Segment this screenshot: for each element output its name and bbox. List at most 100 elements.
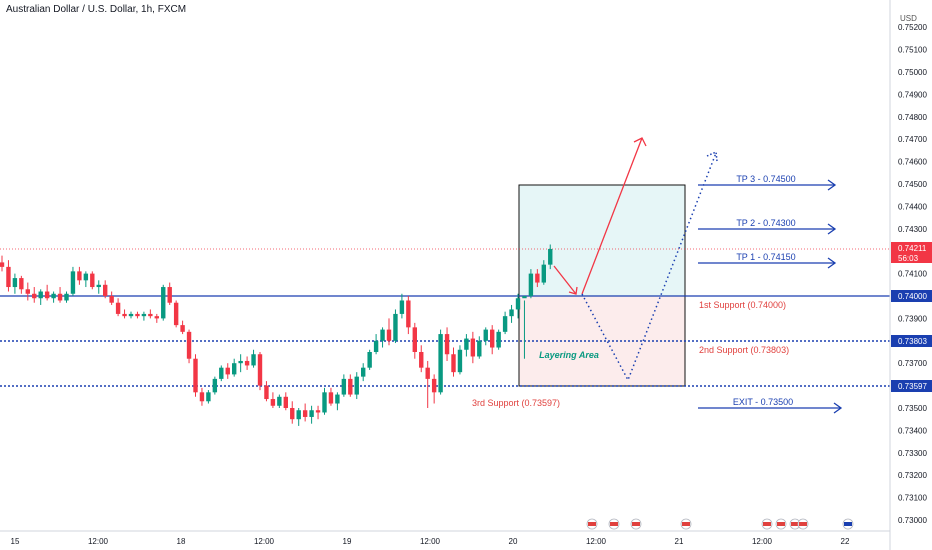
- candle[interactable]: [412, 322, 417, 359]
- candle[interactable]: [141, 311, 147, 321]
- candle[interactable]: [451, 347, 456, 377]
- event-flag-icon[interactable]: [842, 518, 854, 530]
- candle[interactable]: [483, 327, 488, 346]
- candle[interactable]: [251, 349, 256, 368]
- candle[interactable]: [290, 401, 295, 424]
- candle[interactable]: [270, 392, 276, 408]
- candle-body: [244, 360, 250, 366]
- candle[interactable]: [509, 304, 514, 323]
- candle[interactable]: [57, 287, 63, 303]
- candle[interactable]: [277, 394, 282, 408]
- candle[interactable]: [77, 266, 82, 285]
- candle[interactable]: [12, 273, 18, 294]
- candle[interactable]: [6, 260, 11, 292]
- candle[interactable]: [38, 289, 43, 305]
- candle[interactable]: [296, 408, 301, 426]
- candle[interactable]: [199, 387, 205, 406]
- candle[interactable]: [212, 376, 218, 395]
- candle[interactable]: [51, 291, 56, 303]
- candle[interactable]: [335, 392, 340, 411]
- candle[interactable]: [496, 329, 501, 350]
- event-flag-icon[interactable]: [586, 518, 598, 530]
- candle[interactable]: [457, 345, 463, 375]
- candle[interactable]: [354, 372, 359, 400]
- candle[interactable]: [528, 269, 534, 299]
- candle[interactable]: [161, 284, 166, 321]
- candle[interactable]: [367, 349, 372, 370]
- candle[interactable]: [309, 405, 314, 424]
- candle[interactable]: [0, 255, 5, 272]
- candle[interactable]: [122, 309, 127, 319]
- candle[interactable]: [431, 374, 437, 404]
- candle[interactable]: [470, 331, 476, 364]
- candle[interactable]: [522, 296, 527, 359]
- economic-events[interactable]: [586, 518, 854, 530]
- candle[interactable]: [348, 374, 353, 397]
- event-flag-icon[interactable]: [608, 518, 620, 530]
- event-flag-icon[interactable]: [775, 518, 787, 530]
- time-axis[interactable]: 15 12:00 18 12:00 19 12:00 20 12:00 21 12:00 22: [11, 537, 850, 546]
- candle[interactable]: [515, 293, 521, 319]
- candle[interactable]: [264, 381, 269, 402]
- event-flag-icon[interactable]: [761, 518, 773, 530]
- candle[interactable]: [173, 300, 179, 328]
- candle[interactable]: [232, 358, 237, 377]
- candle[interactable]: [64, 291, 69, 303]
- candle[interactable]: [115, 298, 121, 317]
- event-flag-icon[interactable]: [680, 518, 692, 530]
- candle[interactable]: [490, 325, 495, 355]
- candle[interactable]: [425, 360, 430, 408]
- candle[interactable]: [103, 280, 108, 299]
- candle[interactable]: [361, 363, 366, 382]
- candle[interactable]: [238, 354, 243, 373]
- candle[interactable]: [135, 311, 140, 319]
- candle[interactable]: [219, 365, 224, 382]
- candle[interactable]: [206, 390, 211, 404]
- candle[interactable]: [96, 280, 101, 294]
- candle[interactable]: [541, 260, 546, 285]
- candle[interactable]: [315, 405, 321, 420]
- candle[interactable]: [399, 293, 405, 319]
- candle[interactable]: [406, 296, 411, 335]
- candle[interactable]: [128, 311, 134, 319]
- event-flag-icon[interactable]: [630, 518, 642, 530]
- candle[interactable]: [386, 318, 392, 346]
- candle[interactable]: [193, 354, 198, 397]
- candle[interactable]: [25, 282, 30, 301]
- candle[interactable]: [502, 311, 508, 335]
- candle[interactable]: [535, 269, 540, 288]
- candle[interactable]: [90, 271, 95, 290]
- candle[interactable]: [444, 327, 450, 361]
- candle[interactable]: [109, 291, 114, 305]
- price-axis[interactable]: 0.75200 0.75100 0.75000 0.74900 0.74800 0.747…: [898, 23, 927, 525]
- candle[interactable]: [70, 266, 76, 296]
- candle[interactable]: [19, 275, 24, 294]
- candle[interactable]: [302, 403, 308, 422]
- candle-body: [96, 284, 101, 288]
- candle[interactable]: [225, 363, 230, 379]
- candle[interactable]: [244, 356, 250, 370]
- candle[interactable]: [32, 287, 37, 303]
- candle[interactable]: [373, 334, 379, 355]
- candle[interactable]: [419, 345, 424, 373]
- candle[interactable]: [464, 334, 469, 357]
- candle[interactable]: [83, 271, 89, 288]
- candle[interactable]: [154, 313, 159, 323]
- candle[interactable]: [180, 320, 185, 335]
- candle[interactable]: [167, 282, 172, 305]
- candle[interactable]: [477, 336, 482, 359]
- candle[interactable]: [186, 329, 192, 364]
- candle[interactable]: [380, 327, 385, 348]
- candle[interactable]: [393, 309, 398, 344]
- candle[interactable]: [548, 244, 553, 270]
- event-flag-icon[interactable]: [797, 518, 809, 530]
- candle[interactable]: [341, 374, 347, 397]
- candle[interactable]: [328, 387, 334, 406]
- candle[interactable]: [283, 392, 288, 411]
- candle[interactable]: [322, 387, 327, 415]
- candle[interactable]: [438, 329, 443, 395]
- candle[interactable]: [257, 352, 263, 391]
- candle[interactable]: [44, 284, 50, 301]
- candle[interactable]: [148, 309, 153, 319]
